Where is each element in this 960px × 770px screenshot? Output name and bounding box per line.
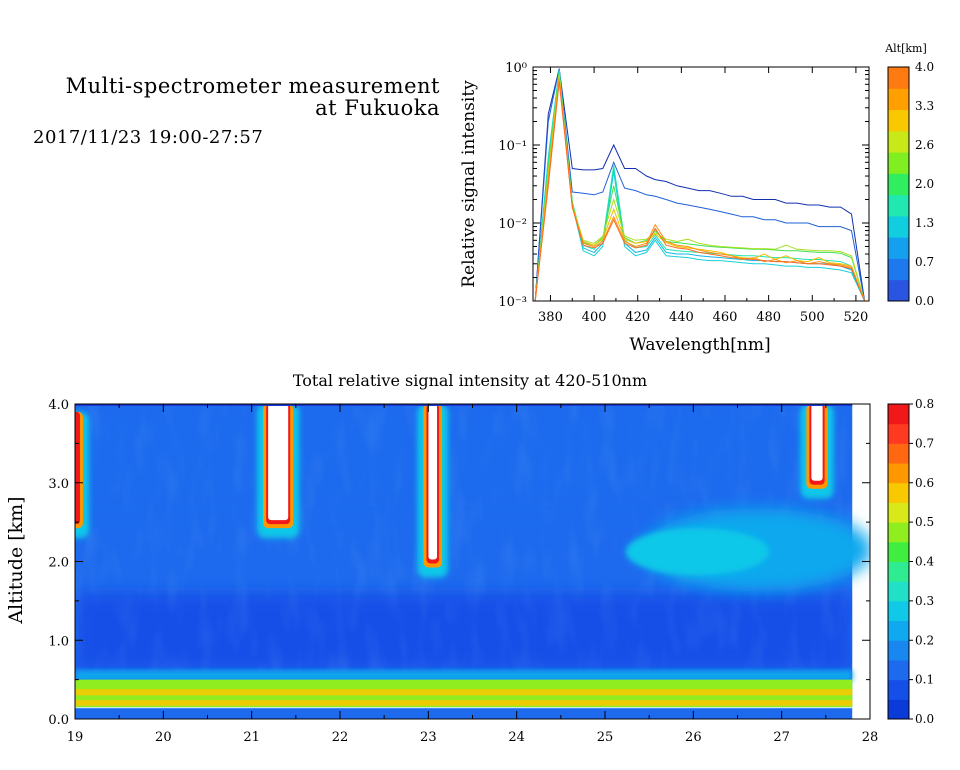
altitude-colorbar-segment	[888, 194, 909, 217]
spectrum-series-4	[534, 69, 866, 301]
altitude-colorbar-segment	[888, 67, 909, 89]
spectrum-series-7	[534, 76, 866, 301]
altitude-colorbar-tick-label: 1.3	[915, 216, 934, 230]
altitude-colorbar-segment	[888, 88, 909, 111]
title-line-2: at Fukuoka	[315, 96, 440, 120]
altitude-colorbar-tick-label: 2.6	[915, 138, 934, 152]
spectrum-x-tick-label: 500	[800, 310, 825, 325]
altitude-colorbar-segment	[888, 109, 909, 132]
altitude-colorbar-tick-label: 4.0	[915, 60, 934, 74]
altitude-colorbar-segment	[888, 173, 909, 196]
title-line-1: Multi-spectrometer measurement	[65, 74, 440, 98]
spectrum-plot-frame	[532, 66, 870, 302]
spectrum-x-tick-label: 480	[756, 310, 781, 325]
spectrum-series-9	[534, 81, 866, 301]
spectrum-x-tick-label: 380	[538, 310, 563, 325]
spectrum-x-tick-label: 400	[582, 310, 607, 325]
spectrum-series-5	[534, 72, 866, 301]
altitude-colorbar-segment	[888, 258, 909, 281]
spectrum-series-1	[534, 68, 866, 301]
altitude-colorbar-label: Alt[km]	[884, 42, 927, 55]
spectrum-series-3	[534, 70, 866, 301]
spectrum-y-tick-label: 10⁻³	[498, 295, 527, 310]
spectrum-y-axis-label: Relative signal intensity	[459, 80, 479, 288]
altitude-colorbar-segment	[888, 152, 909, 174]
altitude-colorbar-segment	[888, 215, 909, 238]
spectrum-x-tick-label: 520	[843, 310, 868, 325]
date-range: 2017/11/23 19:00-27:57	[33, 127, 264, 148]
altitude-colorbar-tick-label: 0.7	[915, 255, 934, 269]
spectrum-y-tick-label: 10⁻¹	[498, 139, 527, 154]
altitude-colorbar-segment	[888, 279, 909, 302]
spectrum-y-tick-label: 10⁻²	[498, 217, 527, 232]
spectrum-x-tick-label: 460	[713, 310, 738, 325]
spectrum-x-axis-label: Wavelength[nm]	[629, 335, 770, 355]
spectrum-series-0	[534, 68, 866, 301]
altitude-colorbar-tick-label: 2.0	[915, 177, 934, 191]
spectrum-series-2	[534, 70, 866, 301]
altitude-colorbar-tick-label: 3.3	[915, 99, 934, 113]
altitude-colorbar-segment	[888, 237, 909, 259]
spectrum-x-tick-label: 420	[625, 310, 650, 325]
altitude-colorbar-frame	[887, 66, 910, 302]
spectrum-y-tick-label: 10⁰	[505, 61, 527, 76]
spectrum-series-6	[534, 74, 866, 301]
spectrum-x-tick-label: 440	[669, 310, 694, 325]
altitude-colorbar-segment	[888, 130, 909, 153]
altitude-colorbar-tick-label: 0.0	[915, 294, 934, 308]
